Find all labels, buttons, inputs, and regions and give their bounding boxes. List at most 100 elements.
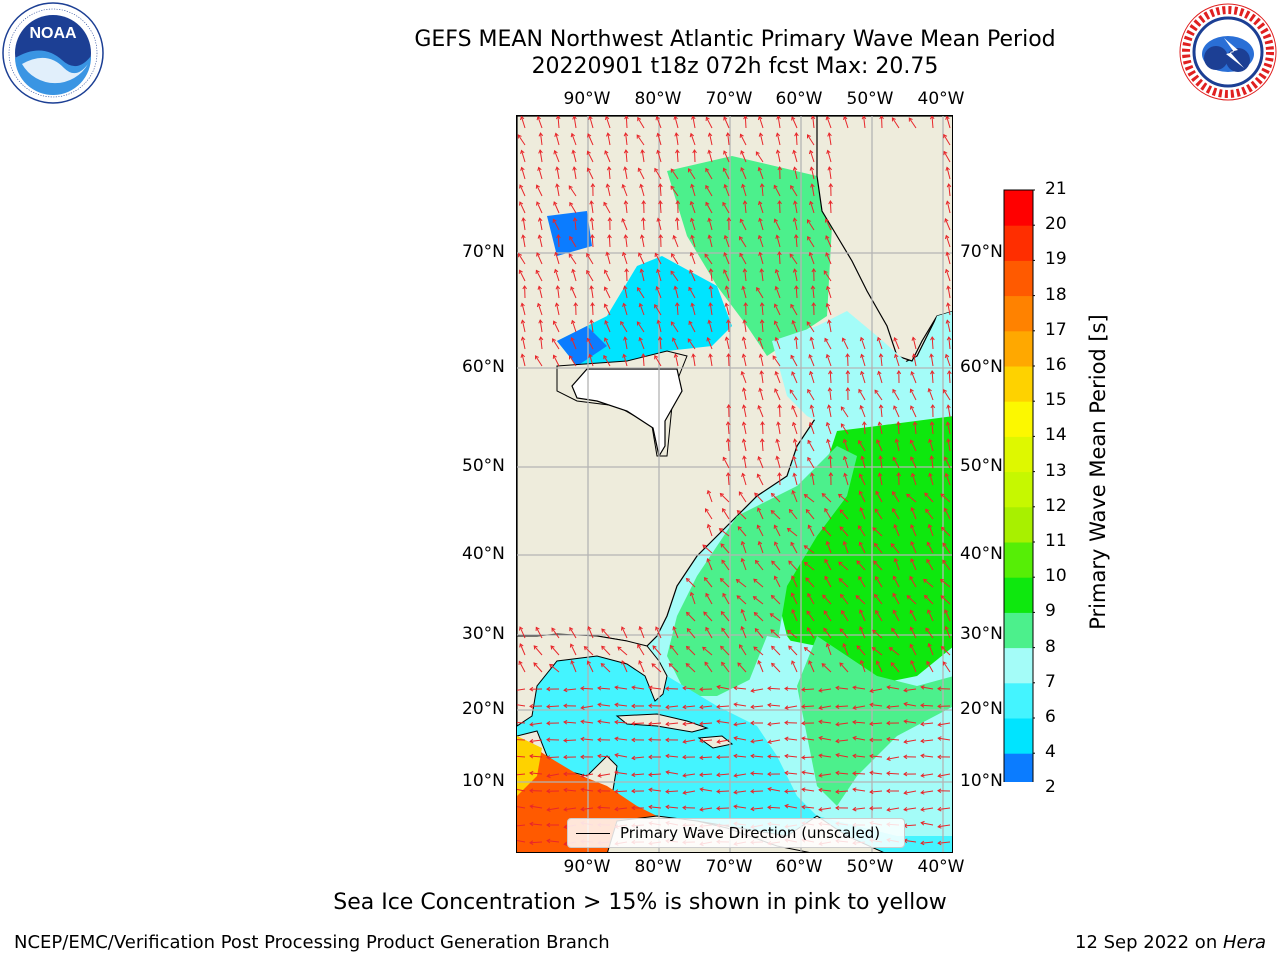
direction-arrow-head: [631, 703, 636, 709]
direction-arrow-head: [946, 438, 951, 443]
direction-arrow-head: [722, 456, 727, 461]
direction-arrow: [617, 646, 628, 656]
direction-arrow-head: [808, 251, 814, 257]
direction-arrow-head: [937, 806, 942, 812]
direction-arrow-head: [757, 456, 762, 461]
direction-arrow: [904, 720, 917, 724]
direction-arrow-head: [909, 626, 914, 631]
direction-arrow: [536, 201, 543, 214]
direction-arrow: [741, 371, 747, 384]
direction-arrow-head: [944, 234, 950, 240]
direction-arrow: [860, 371, 866, 384]
direction-arrow: [720, 578, 730, 588]
direction-arrow-head: [572, 116, 577, 120]
direction-arrow-head: [665, 753, 670, 759]
direction-arrow: [674, 286, 679, 299]
direction-arrow-head: [756, 287, 761, 292]
direction-arrow: [740, 167, 747, 180]
direction-arrow-head: [786, 527, 792, 532]
direction-arrow-head: [908, 117, 913, 122]
direction-arrow-head: [563, 787, 568, 793]
direction-arrow-head: [894, 438, 900, 443]
no-data-area: [571, 368, 683, 458]
direction-arrow: [760, 269, 764, 282]
direction-arrow-head: [648, 787, 653, 793]
direction-arrow: [821, 663, 832, 673]
direction-arrow: [654, 304, 662, 316]
direction-arrow: [639, 303, 645, 316]
direction-arrow: [812, 286, 815, 299]
direction-arrow-head: [590, 183, 596, 188]
colorbar-tick-label: 16: [1045, 355, 1067, 375]
direction-arrow-head: [825, 302, 831, 308]
direction-arrow-head: [826, 149, 831, 154]
direction-arrow-head: [723, 269, 728, 274]
direction-arrow: [938, 824, 951, 828]
direction-arrow-head: [926, 660, 931, 666]
direction-arrow-head: [690, 217, 695, 223]
direction-arrow: [518, 253, 526, 265]
direction-arrow: [909, 644, 917, 656]
direction-arrow: [522, 218, 526, 231]
direction-arrow: [928, 643, 934, 656]
direction-arrow-head: [758, 251, 763, 256]
direction-arrow-head: [614, 770, 619, 775]
direction-arrow: [804, 562, 815, 571]
direction-arrow: [620, 321, 628, 333]
direction-arrow: [743, 456, 747, 469]
direction-arrow: [690, 252, 696, 265]
direction-arrow: [873, 560, 883, 571]
direction-arrow: [676, 217, 679, 231]
direction-arrow: [625, 201, 628, 214]
direction-arrow: [624, 337, 628, 350]
direction-arrow: [824, 508, 832, 520]
direction-arrow: [771, 645, 781, 656]
direction-arrow-head: [638, 625, 643, 631]
direction-arrow-head: [597, 737, 602, 743]
direction-arrow: [853, 755, 866, 758]
direction-arrow-head: [631, 805, 636, 811]
direction-arrow: [608, 234, 611, 248]
direction-arrow: [847, 353, 849, 367]
direction-arrow: [740, 219, 747, 231]
direction-arrow-head: [940, 645, 945, 651]
direction-arrow: [723, 116, 730, 129]
direction-arrow-head: [824, 337, 829, 343]
colorbar-tick-label: 14: [1045, 425, 1067, 446]
direction-arrow-head: [571, 149, 576, 154]
direction-arrow: [771, 560, 781, 571]
direction-arrow: [564, 688, 577, 691]
direction-arrow-head: [825, 235, 830, 240]
direction-arrow-head: [943, 150, 948, 156]
direction-arrow-head: [942, 661, 947, 666]
direction-arrow: [811, 184, 815, 197]
direction-arrow: [910, 439, 917, 452]
direction-arrow: [795, 132, 798, 146]
direction-arrow-head: [791, 421, 797, 427]
direction-arrow: [761, 438, 764, 452]
direction-arrow-head: [767, 787, 772, 792]
direction-arrow-head: [688, 168, 692, 173]
direction-arrow-head: [842, 455, 848, 461]
direction-arrow-head: [637, 167, 642, 172]
direction-arrow-head: [742, 455, 747, 460]
direction-arrow: [601, 628, 611, 639]
direction-arrow: [694, 149, 696, 163]
direction-arrow-head: [806, 610, 811, 615]
direction-arrow: [614, 721, 628, 724]
direction-arrow: [870, 772, 883, 775]
direction-arrow-head: [825, 116, 831, 121]
direction-arrow: [758, 167, 764, 180]
direction-arrow: [931, 422, 934, 435]
chart-title: GEFS MEAN Northwest Atlantic Primary Wav…: [414, 27, 1056, 52]
direction-arrow: [725, 303, 730, 316]
direction-arrow: [774, 525, 781, 537]
direction-arrow-head: [733, 789, 738, 795]
direction-arrow-head: [740, 370, 745, 376]
direction-arrow: [924, 595, 934, 605]
direction-arrow-head: [869, 753, 874, 759]
credit-text: NCEP/EMC/Verification Post Processing Pr…: [14, 932, 610, 953]
direction-arrow: [556, 167, 560, 180]
direction-arrow: [941, 527, 951, 537]
direction-arrow-head: [878, 404, 884, 409]
